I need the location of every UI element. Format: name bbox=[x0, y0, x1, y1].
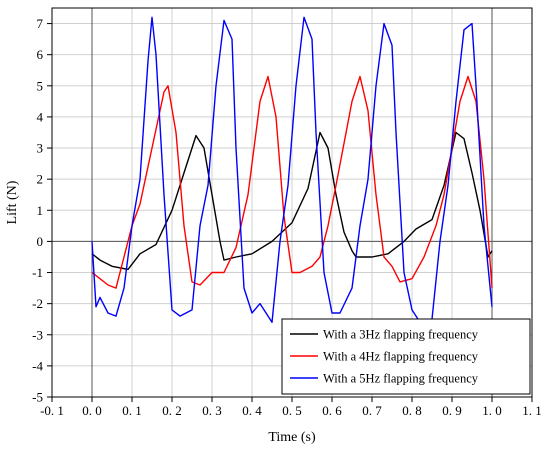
y-tick-label: 0 bbox=[37, 234, 44, 249]
series-line-4hz bbox=[91, 75, 493, 289]
y-tick-label: 7 bbox=[37, 16, 44, 31]
legend-entry-label: With a 4Hz flapping frequency bbox=[323, 350, 479, 364]
series-line-3hz bbox=[91, 131, 493, 271]
y-tick-label: 2 bbox=[37, 172, 44, 187]
x-axis-label: Time (s) bbox=[268, 430, 316, 445]
y-tick-label: -5 bbox=[32, 390, 43, 405]
y-tick-label: -2 bbox=[32, 296, 43, 311]
y-tick-label: 6 bbox=[37, 47, 44, 62]
legend-entry-label: With a 5Hz flapping frequency bbox=[323, 372, 479, 386]
y-axis-label: Lift (N) bbox=[5, 180, 20, 224]
x-tick-label: 0. 4 bbox=[242, 403, 262, 418]
x-tick-label: 0. 9 bbox=[442, 403, 462, 418]
x-tick-label: 0. 8 bbox=[402, 403, 422, 418]
y-tick-label: -1 bbox=[32, 265, 43, 280]
x-tick-label: 0. 0 bbox=[82, 403, 102, 418]
y-tick-label: 1 bbox=[37, 203, 44, 218]
y-tick-label: -3 bbox=[32, 327, 43, 342]
x-tick-label: 0. 3 bbox=[202, 403, 222, 418]
x-tick-label: 0. 1 bbox=[122, 403, 142, 418]
x-tick-label: -0. 1 bbox=[40, 403, 64, 418]
x-tick-label: 0. 2 bbox=[162, 403, 182, 418]
legend-entry-label: With a 3Hz flapping frequency bbox=[323, 328, 479, 342]
legend: With a 3Hz flapping frequency With a 4Hz … bbox=[281, 318, 531, 395]
ticks bbox=[47, 23, 533, 402]
y-tick-label: 3 bbox=[37, 141, 44, 156]
legend-box bbox=[281, 318, 531, 395]
x-tick-label: 0. 6 bbox=[322, 403, 342, 418]
x-tick-label: 0. 7 bbox=[362, 403, 382, 418]
x-tick-label: 0. 5 bbox=[282, 403, 302, 418]
x-tick-label: 1. 1 bbox=[522, 403, 542, 418]
y-tick-label: -4 bbox=[32, 358, 43, 373]
tick-labels: -0. 1 0. 0 0. 1 0. 2 0. 3 0. 4 0. 5 0. 6 0. 7 0. … bbox=[32, 16, 542, 418]
y-tick-label: 5 bbox=[37, 78, 44, 93]
y-tick-label: 4 bbox=[37, 109, 44, 124]
x-tick-label: 1. 0 bbox=[482, 403, 502, 418]
